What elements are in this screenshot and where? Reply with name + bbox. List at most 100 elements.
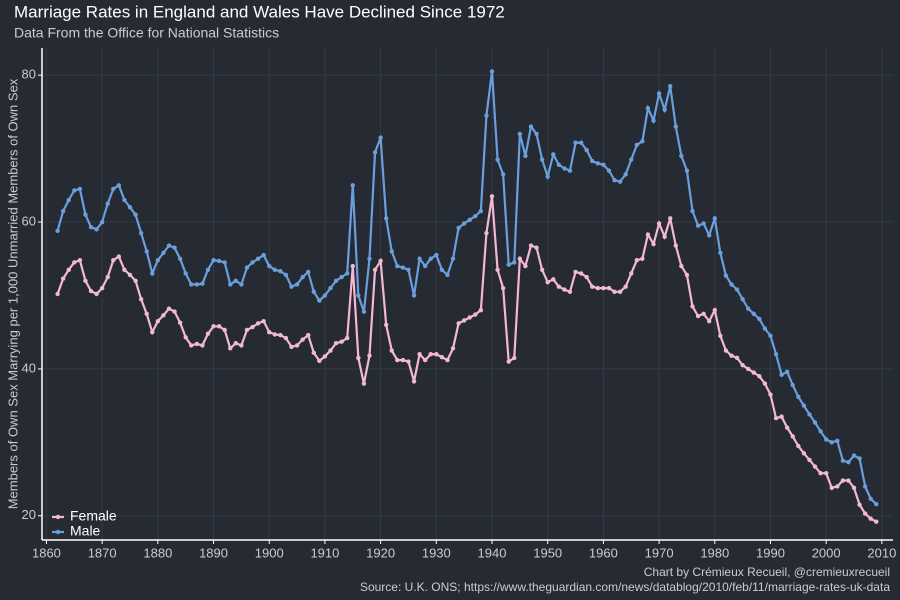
- point: [55, 228, 60, 234]
- point: [272, 267, 277, 272]
- legend-label: Male: [70, 523, 101, 539]
- point: [818, 470, 823, 476]
- point: [216, 258, 222, 264]
- point: [757, 374, 762, 379]
- point: [601, 162, 606, 167]
- point: [439, 267, 445, 272]
- point: [473, 213, 478, 219]
- point: [356, 293, 361, 298]
- point: [729, 282, 734, 287]
- point: [72, 260, 77, 265]
- point: [194, 282, 200, 287]
- caption: Source: U.K. ONS; https://www.theguardia…: [360, 580, 890, 594]
- x-tick-label: 1890: [199, 545, 228, 560]
- x-tick-label: 2000: [812, 545, 841, 560]
- point: [590, 284, 595, 289]
- point: [835, 484, 840, 489]
- point: [400, 265, 406, 270]
- point: [339, 274, 344, 280]
- point: [745, 306, 751, 311]
- point: [656, 221, 662, 226]
- point: [701, 221, 706, 226]
- x-tick-label: 1860: [32, 545, 61, 560]
- point: [239, 343, 244, 348]
- point: [66, 267, 71, 272]
- point: [645, 106, 651, 111]
- point: [690, 304, 695, 309]
- x-tick-label: 1930: [422, 545, 451, 560]
- point: [796, 443, 801, 449]
- point: [784, 425, 790, 430]
- point: [874, 501, 879, 507]
- point: [350, 183, 355, 188]
- point: [478, 208, 484, 214]
- point: [617, 289, 623, 294]
- point: [111, 186, 116, 192]
- point: [211, 324, 216, 329]
- point: [478, 307, 484, 313]
- point: [99, 219, 105, 225]
- point: [144, 311, 149, 317]
- chart-subtitle: Data From the Office for National Statis…: [14, 25, 279, 41]
- point: [862, 511, 868, 516]
- point: [673, 243, 678, 248]
- point: [807, 412, 812, 417]
- point: [573, 140, 578, 145]
- point: [317, 358, 322, 364]
- y-tick-label: 80: [22, 67, 36, 82]
- point: [545, 280, 550, 285]
- point: [695, 223, 701, 228]
- point: [495, 157, 500, 162]
- point: [94, 227, 99, 232]
- point: [378, 258, 383, 264]
- point: [506, 359, 511, 364]
- point: [428, 256, 433, 261]
- point: [189, 343, 194, 348]
- point: [439, 354, 445, 360]
- point: [389, 348, 394, 353]
- point: [367, 256, 372, 261]
- point: [868, 516, 873, 521]
- point: [823, 437, 829, 442]
- point: [250, 324, 255, 330]
- point: [517, 131, 523, 137]
- point: [105, 274, 110, 280]
- point: [807, 457, 812, 463]
- point: [734, 355, 740, 361]
- x-tick-label: 1940: [478, 545, 507, 560]
- point: [222, 260, 227, 265]
- point: [300, 274, 305, 280]
- point: [55, 291, 60, 297]
- point: [88, 288, 94, 294]
- point: [77, 258, 83, 263]
- point: [72, 188, 77, 193]
- point: [712, 307, 717, 313]
- point: [473, 312, 478, 317]
- point: [740, 296, 745, 302]
- point: [829, 485, 834, 491]
- point: [244, 265, 250, 270]
- point: [150, 329, 155, 335]
- point: [779, 414, 784, 419]
- point: [484, 113, 489, 118]
- point: [534, 131, 539, 137]
- point: [194, 341, 200, 347]
- point: [489, 69, 495, 74]
- point: [372, 267, 378, 272]
- point: [846, 478, 851, 483]
- point: [523, 263, 528, 269]
- point: [205, 331, 211, 336]
- point: [523, 153, 528, 159]
- point: [306, 332, 311, 338]
- point: [617, 179, 623, 184]
- point: [651, 241, 656, 247]
- point: [829, 440, 834, 445]
- point: [116, 254, 122, 259]
- x-tick-label: 1990: [756, 545, 785, 560]
- point: [361, 309, 367, 314]
- point: [278, 332, 283, 338]
- point: [389, 249, 394, 254]
- point: [606, 285, 612, 291]
- point: [183, 271, 188, 276]
